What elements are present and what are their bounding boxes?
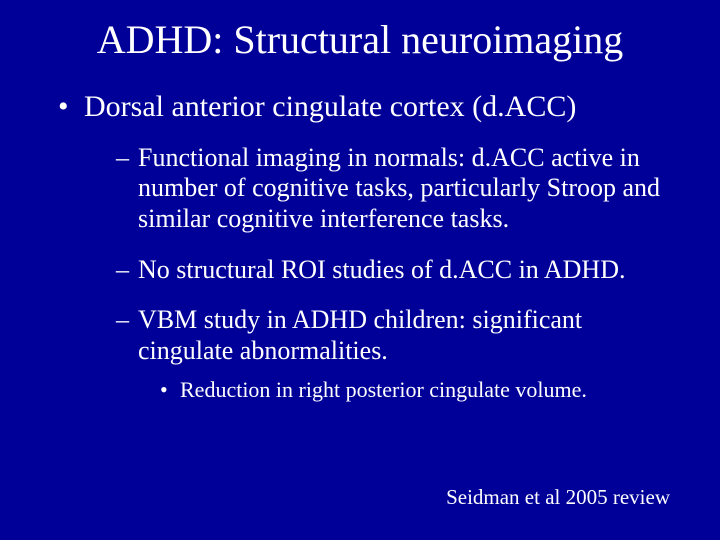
bullet-text: No structural ROI studies of d.ACC in AD… (138, 255, 625, 284)
list-item: Functional imaging in normals: d.ACC act… (116, 143, 680, 235)
bullet-text: Functional imaging in normals: d.ACC act… (138, 143, 660, 233)
bullet-text: Dorsal anterior cingulate cortex (d.ACC) (84, 90, 576, 123)
list-item: Dorsal anterior cingulate cortex (d.ACC)… (58, 90, 680, 402)
citation: Seidman et al 2005 review (446, 485, 670, 510)
slide: ADHD: Structural neuroimaging Dorsal ant… (0, 0, 720, 540)
slide-title: ADHD: Structural neuroimaging (40, 18, 680, 62)
bullet-text: VBM study in ADHD children: significant … (138, 305, 582, 365)
bullet-list-level2: Functional imaging in normals: d.ACC act… (116, 143, 680, 403)
list-item: VBM study in ADHD children: significant … (116, 305, 680, 402)
bullet-list-level1: Dorsal anterior cingulate cortex (d.ACC)… (58, 90, 680, 402)
bullet-text: Reduction in right posterior cingulate v… (180, 377, 587, 402)
list-item: No structural ROI studies of d.ACC in AD… (116, 255, 680, 286)
list-item: Reduction in right posterior cingulate v… (160, 377, 680, 403)
bullet-list-level3: Reduction in right posterior cingulate v… (160, 377, 680, 403)
